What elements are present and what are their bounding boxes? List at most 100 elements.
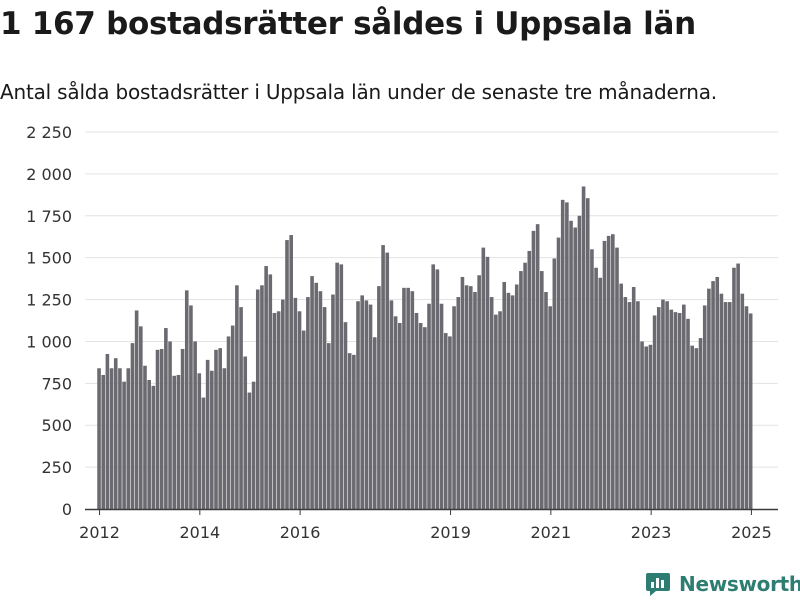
bar xyxy=(606,235,611,509)
y-tick-label: 500 xyxy=(41,416,72,435)
y-axis-ticks: 0 250 500 750 1 000 1 250 1 500 1 750 2 000 2 250 xyxy=(26,123,72,519)
x-tick-label: 2025 xyxy=(731,523,772,542)
bar xyxy=(318,291,323,509)
bar xyxy=(393,316,398,509)
bar xyxy=(272,312,277,509)
bar xyxy=(694,348,699,509)
bar xyxy=(226,336,231,509)
bar xyxy=(619,283,623,509)
bar xyxy=(527,250,532,509)
bar xyxy=(389,300,394,509)
chart-subtitle: Antal sålda bostadsrätter i Uppsala län … xyxy=(0,80,717,104)
x-tick-label: 2012 xyxy=(79,523,120,542)
bar xyxy=(740,293,745,509)
x-tick-label: 2014 xyxy=(179,523,220,542)
bar xyxy=(310,276,314,509)
brand-name: Newsworthy xyxy=(679,572,800,596)
bar xyxy=(402,287,406,509)
bar xyxy=(427,303,431,509)
bar xyxy=(585,198,590,509)
bar xyxy=(235,285,239,509)
bar xyxy=(711,281,715,509)
bar xyxy=(264,266,268,509)
bar xyxy=(644,346,649,509)
y-tick-label: 1 750 xyxy=(26,207,72,226)
bar xyxy=(552,258,557,509)
bar xyxy=(677,312,682,509)
bar xyxy=(686,318,690,509)
bar xyxy=(205,359,210,509)
bar xyxy=(439,303,444,509)
bar xyxy=(673,312,678,509)
bar xyxy=(514,284,519,509)
bar xyxy=(631,286,636,509)
bar xyxy=(130,343,135,509)
bar xyxy=(285,240,289,509)
bar xyxy=(477,275,481,509)
bar xyxy=(143,365,147,509)
bar xyxy=(481,247,486,510)
bar xyxy=(230,325,235,509)
bar xyxy=(423,327,427,509)
bar xyxy=(565,202,569,509)
bar xyxy=(665,301,669,509)
bar xyxy=(276,311,281,509)
bar xyxy=(719,293,724,509)
bar xyxy=(297,311,302,509)
bar xyxy=(281,299,285,509)
bars xyxy=(97,186,753,510)
bar xyxy=(636,301,640,509)
bar xyxy=(448,336,452,509)
bar xyxy=(615,247,619,510)
bar xyxy=(368,304,373,509)
bar xyxy=(193,341,197,509)
bar xyxy=(301,330,306,509)
bar xyxy=(560,199,565,510)
bar xyxy=(339,264,344,509)
bar xyxy=(306,297,310,509)
bar xyxy=(222,368,227,509)
bar xyxy=(569,220,573,510)
y-tick-label: 750 xyxy=(41,374,72,393)
bar xyxy=(452,306,456,509)
bar xyxy=(581,186,586,509)
bar xyxy=(343,322,348,509)
bar xyxy=(218,348,222,509)
bar xyxy=(502,281,507,509)
y-tick-label: 2 250 xyxy=(26,123,72,142)
bar xyxy=(485,256,490,509)
bar xyxy=(431,264,436,509)
bar xyxy=(602,240,607,509)
bar xyxy=(293,297,298,509)
bar xyxy=(118,368,122,509)
y-tick-label: 250 xyxy=(41,458,72,477)
bar xyxy=(255,289,260,509)
bar xyxy=(727,302,732,509)
bar xyxy=(352,354,356,509)
bar xyxy=(611,234,615,509)
bar xyxy=(736,263,740,509)
bar xyxy=(661,299,665,509)
highlight-value-label: 1 167 xyxy=(757,0,800,4)
bar xyxy=(134,310,139,509)
bar xyxy=(372,337,377,509)
bar xyxy=(247,392,252,509)
bar xyxy=(147,379,151,509)
newsworthy-logo[interactable]: Newsworthy xyxy=(645,570,800,598)
bar xyxy=(356,301,360,509)
bar xyxy=(381,245,385,509)
bar xyxy=(456,297,461,509)
bar xyxy=(443,333,448,509)
bar xyxy=(468,286,473,509)
bar xyxy=(159,348,164,509)
bar xyxy=(418,323,423,509)
bar xyxy=(494,314,498,509)
bar xyxy=(360,295,364,509)
bar xyxy=(151,385,156,509)
bar xyxy=(243,356,248,509)
bar xyxy=(598,277,603,509)
newsworthy-logo-icon xyxy=(646,573,670,596)
annotations: 1 167 xyxy=(757,0,800,4)
bar xyxy=(97,368,101,509)
